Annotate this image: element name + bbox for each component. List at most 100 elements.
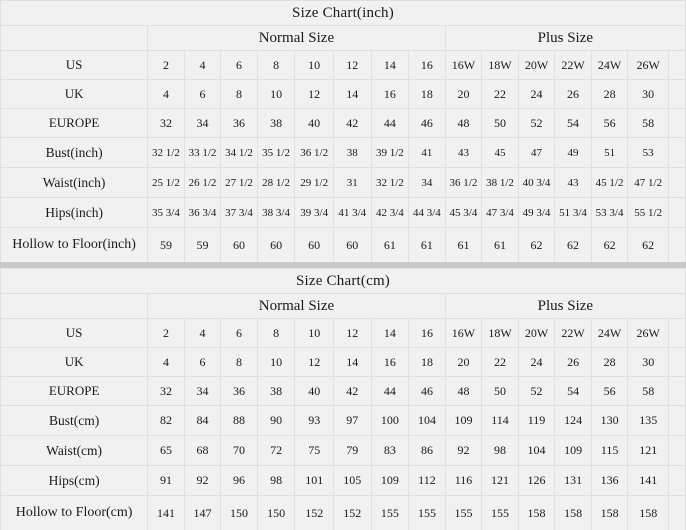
cell-value: 98 xyxy=(256,465,296,496)
cell-value: 38 3/4 xyxy=(256,197,296,228)
cell-value: 61 xyxy=(481,227,519,262)
cell-value: 62 xyxy=(590,227,629,262)
cell-value: 47 3/4 xyxy=(481,197,519,228)
group-header-plus-size: Plus Size xyxy=(444,25,686,51)
cell-value: 96 xyxy=(220,465,258,496)
cell-value: 22W xyxy=(554,50,592,80)
cell-value: 36 1/2 xyxy=(444,167,483,198)
cell-value: 155 xyxy=(444,495,483,530)
cell-value: 36 xyxy=(220,376,258,406)
cell-value: 52 xyxy=(517,376,556,406)
cell-value: 62 xyxy=(554,227,592,262)
cell-spacer xyxy=(668,167,686,198)
cell-value: 158 xyxy=(627,495,670,530)
table-row: Bust(cm) 82 84 88 90 93 97 100 104 109 1… xyxy=(0,405,686,436)
cell-value: 61 xyxy=(444,227,483,262)
row-label-hips: Hips(inch) xyxy=(0,197,149,228)
cell-value: 34 xyxy=(408,167,446,198)
cell-value: 49 3/4 xyxy=(517,197,556,228)
cell-value: 28 xyxy=(590,79,629,109)
cell-spacer xyxy=(668,435,686,466)
cell-value: 26 1/2 xyxy=(183,167,222,198)
table-row: US 2 4 6 8 10 12 14 16 16W 18W 20W 22W 2… xyxy=(0,318,686,348)
cell-value: 121 xyxy=(481,465,519,496)
cell-value: 22 xyxy=(481,347,519,377)
cell-value: 31 xyxy=(332,167,372,198)
cell-value: 59 xyxy=(183,227,222,262)
cell-value: 24W xyxy=(590,50,629,80)
cell-value: 79 xyxy=(333,435,372,466)
table-row: Waist(cm) 65 68 70 72 75 79 83 86 92 98 … xyxy=(0,435,686,466)
cell-value: 40 xyxy=(294,108,334,138)
cell-value: 26W xyxy=(627,318,670,348)
cell-value: 24 xyxy=(517,347,556,377)
cell-value: 6 xyxy=(220,318,258,348)
cell-value: 126 xyxy=(517,465,556,496)
cell-value: 84 xyxy=(183,405,222,436)
cell-value: 98 xyxy=(481,435,519,466)
cell-value: 53 xyxy=(627,137,670,168)
cell-value: 20 xyxy=(444,347,483,377)
cell-value: 18W xyxy=(481,318,519,348)
cell-value: 20 xyxy=(444,79,483,109)
cell-value: 42 xyxy=(333,376,372,406)
cell-spacer xyxy=(668,227,686,262)
cell-value: 32 1/2 xyxy=(370,167,410,198)
cell-value: 8 xyxy=(220,79,258,109)
cell-value: 16 xyxy=(370,347,410,377)
cell-value: 158 xyxy=(517,495,556,530)
cell-value: 12 xyxy=(333,318,372,348)
table-row: EUROPE 32 34 36 38 40 42 44 46 48 50 52 … xyxy=(0,376,686,406)
cell-value: 10 xyxy=(294,318,335,348)
cell-value: 158 xyxy=(554,495,592,530)
cell-value: 20W xyxy=(517,50,556,80)
cell-value: 38 1/2 xyxy=(481,167,519,198)
cell-value: 14 xyxy=(370,50,410,80)
cell-value: 49 xyxy=(554,137,592,168)
cell-value: 36 1/2 xyxy=(294,137,334,168)
cell-value: 32 xyxy=(147,108,185,138)
cell-value: 48 xyxy=(444,376,483,406)
cell-value: 10 xyxy=(294,50,334,80)
cell-value: 90 xyxy=(256,405,296,436)
cell-value: 44 xyxy=(370,108,410,138)
cell-value: 147 xyxy=(183,495,222,530)
cell-value: 4 xyxy=(147,347,185,377)
cell-value: 6 xyxy=(220,50,258,80)
row-label-waist: Waist(inch) xyxy=(0,167,149,198)
cell-value: 28 xyxy=(590,347,629,377)
cell-spacer xyxy=(668,495,686,530)
cell-spacer xyxy=(668,347,686,377)
cell-value: 61 xyxy=(408,227,446,262)
group-header-row: Normal Size Plus Size xyxy=(0,25,686,51)
cell-value: 27 1/2 xyxy=(220,167,258,198)
cell-value: 12 xyxy=(294,79,334,109)
cell-value: 52 xyxy=(517,108,556,138)
cell-value: 40 3/4 xyxy=(517,167,556,198)
cell-value: 35 3/4 xyxy=(147,197,185,228)
cell-value: 4 xyxy=(183,318,222,348)
cell-value: 32 1/2 xyxy=(147,137,185,168)
row-label-uk: UK xyxy=(0,79,149,109)
cell-value: 47 1/2 xyxy=(627,167,670,198)
cell-value: 29 1/2 xyxy=(294,167,334,198)
cell-value: 104 xyxy=(517,435,556,466)
chart-title: Size Chart(cm) xyxy=(0,268,686,294)
cell-value: 54 xyxy=(554,108,592,138)
cell-value: 109 xyxy=(370,465,410,496)
cell-value: 51 3/4 xyxy=(554,197,592,228)
cell-value: 10 xyxy=(256,347,296,377)
cell-value: 53 3/4 xyxy=(590,197,629,228)
cell-value: 60 xyxy=(332,227,372,262)
cell-value: 14 xyxy=(333,347,372,377)
size-chart-cm-table: Size Chart(cm) Normal Size Plus Size US … xyxy=(0,268,686,530)
cell-value: 60 xyxy=(220,227,258,262)
cell-value: 121 xyxy=(627,435,670,466)
cell-value: 119 xyxy=(517,405,556,436)
cell-value: 62 xyxy=(517,227,556,262)
cell-value: 43 xyxy=(444,137,483,168)
cell-value: 38 xyxy=(256,376,296,406)
cell-value: 109 xyxy=(444,405,483,436)
cell-value: 26 xyxy=(554,79,592,109)
table-row: US 2 4 6 8 10 12 14 16 16W 18W 20W 22W 2… xyxy=(0,50,686,80)
